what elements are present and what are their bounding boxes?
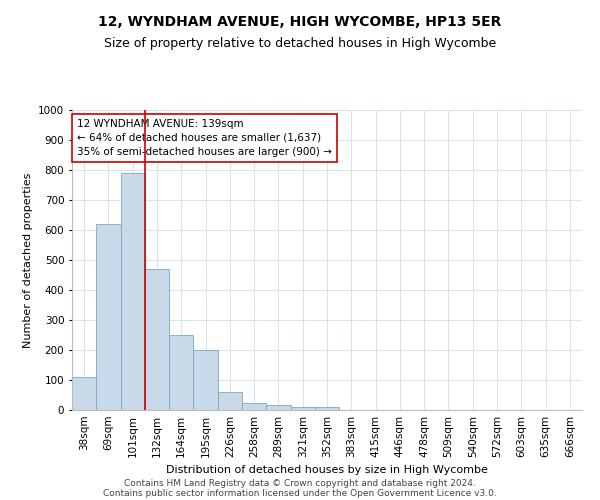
Bar [96,224,121,410]
Bar [72,377,96,410]
Bar [145,269,169,410]
Bar [169,335,193,410]
Bar [242,402,266,410]
Y-axis label: Number of detached properties: Number of detached properties [23,172,32,348]
Bar [218,392,242,410]
X-axis label: Distribution of detached houses by size in High Wycombe: Distribution of detached houses by size … [166,466,488,475]
Text: 12, WYNDHAM AVENUE, HIGH WYCOMBE, HP13 5ER: 12, WYNDHAM AVENUE, HIGH WYCOMBE, HP13 5… [98,15,502,29]
Bar [121,173,145,410]
Text: Contains HM Land Registry data © Crown copyright and database right 2024.: Contains HM Land Registry data © Crown c… [124,478,476,488]
Text: Contains public sector information licensed under the Open Government Licence v3: Contains public sector information licen… [103,488,497,498]
Bar [290,407,315,410]
Bar [266,405,290,410]
Bar [193,350,218,410]
Text: 12 WYNDHAM AVENUE: 139sqm
← 64% of detached houses are smaller (1,637)
35% of se: 12 WYNDHAM AVENUE: 139sqm ← 64% of detac… [77,119,332,157]
Bar [315,407,339,410]
Text: Size of property relative to detached houses in High Wycombe: Size of property relative to detached ho… [104,38,496,51]
